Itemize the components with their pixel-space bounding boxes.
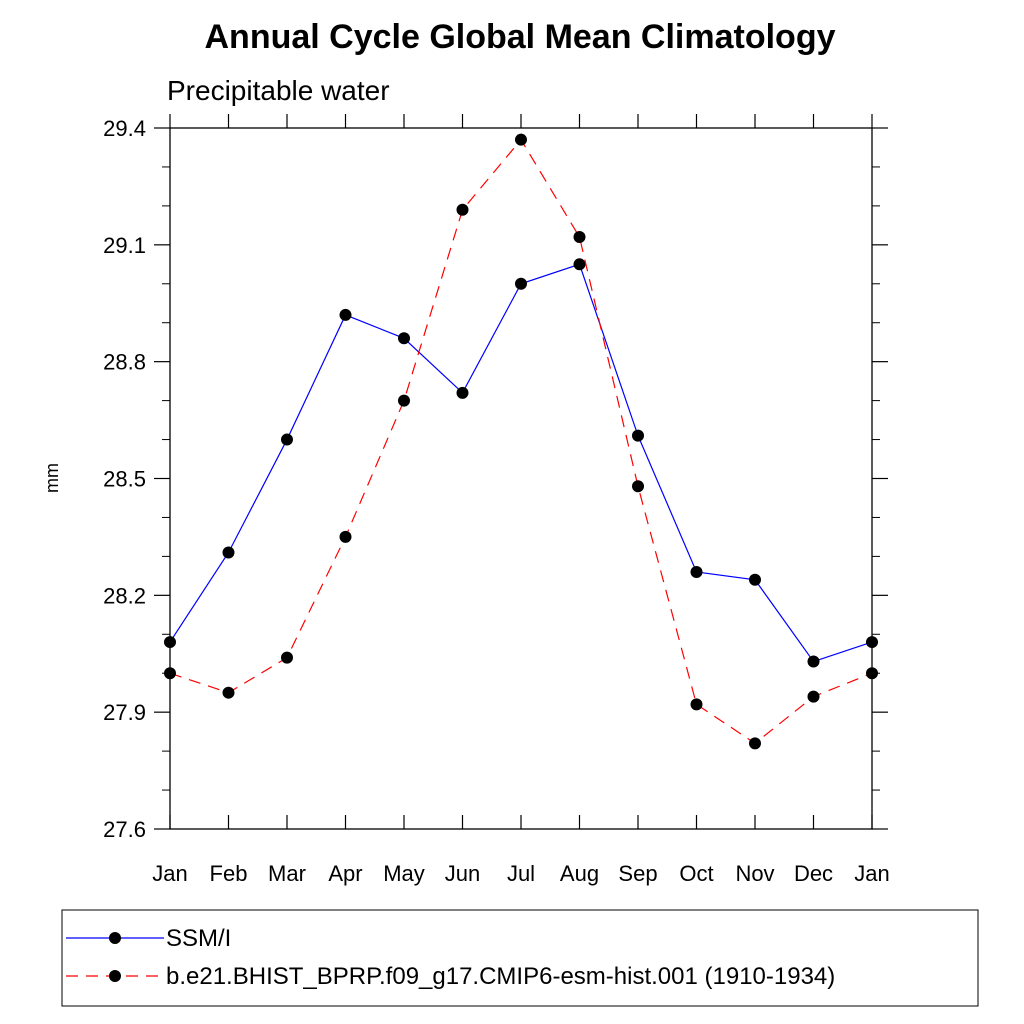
x-tick-label: Jan xyxy=(854,861,889,886)
x-tick-label: Feb xyxy=(210,861,248,886)
series-0-point xyxy=(281,433,293,446)
legend-label-0: SSM/I xyxy=(166,925,231,952)
series-0-point xyxy=(573,258,586,271)
series-0-point xyxy=(866,636,878,649)
series-1-point xyxy=(749,737,761,750)
x-tick-label: Nov xyxy=(735,861,774,886)
x-tick-label: Jan xyxy=(152,861,187,886)
tick-labels: Jan Feb Mar Apr May Jun Jul Aug Sep Oct Nov Dec Jan2… xyxy=(103,116,890,886)
x-tick-label: Mar xyxy=(268,861,306,886)
y-axis-label: mm xyxy=(42,463,62,493)
series-1-point xyxy=(807,690,820,703)
y-tick-label: 29.1 xyxy=(103,233,146,258)
series-1-point xyxy=(456,203,469,216)
series-0-point xyxy=(749,573,761,586)
series-0-point xyxy=(807,655,820,668)
series-1-point xyxy=(164,667,176,680)
series-0-point xyxy=(164,636,176,649)
x-tick-label: Sep xyxy=(618,861,657,886)
series-1-point xyxy=(281,651,293,664)
series-1-point xyxy=(866,667,878,680)
plot-frame xyxy=(169,127,873,830)
axis-ticks xyxy=(154,114,888,830)
y-tick-label: 27.6 xyxy=(103,817,146,842)
x-tick-label: Oct xyxy=(679,861,713,886)
y-tick-label: 27.9 xyxy=(103,700,146,725)
series-0-point xyxy=(222,546,235,559)
series-0-point xyxy=(515,277,527,290)
series-0-point xyxy=(690,565,703,578)
legend-marker-1 xyxy=(109,970,121,982)
series-0-point xyxy=(456,386,469,399)
x-tick-label: Jun xyxy=(445,861,480,886)
y-tick-label: 28.5 xyxy=(103,467,146,492)
series-1-point xyxy=(632,480,644,493)
chart-subtitle: Precipitable water xyxy=(167,75,390,106)
legend-box xyxy=(61,909,979,1007)
legend-label-1: b.e21.BHIST_BPRP.f09_g17.CMIP6-esm-hist.… xyxy=(166,963,835,990)
x-tick-label: Jul xyxy=(507,861,535,886)
x-tick-label: Dec xyxy=(794,861,833,886)
legend-marker-0 xyxy=(109,932,121,944)
chart-title: Annual Cycle Global Mean Climatology xyxy=(205,18,836,56)
y-tick-label: 28.8 xyxy=(103,350,146,375)
series-line-1 xyxy=(169,138,873,745)
y-tick-label: 28.2 xyxy=(103,583,146,608)
series-1-point xyxy=(515,133,527,146)
x-tick-label: Apr xyxy=(328,861,362,886)
series-0-point xyxy=(339,308,352,321)
series-1-point xyxy=(690,698,703,711)
legend: SSM/I b.e21.BHIST_BPRP.f09_g17.CMIP6-esm-… xyxy=(66,925,835,990)
series-1-point xyxy=(222,686,235,699)
series-line-0 xyxy=(169,263,873,663)
series-0-point xyxy=(632,429,644,442)
x-tick-label: Aug xyxy=(560,861,599,886)
y-tick-label: 29.4 xyxy=(103,116,146,141)
series-1-point xyxy=(339,530,352,543)
series-layer xyxy=(164,133,878,750)
series-1-point xyxy=(398,394,410,407)
series-1-point xyxy=(573,231,586,244)
series-0-point xyxy=(398,332,410,345)
x-tick-label: May xyxy=(383,861,425,886)
